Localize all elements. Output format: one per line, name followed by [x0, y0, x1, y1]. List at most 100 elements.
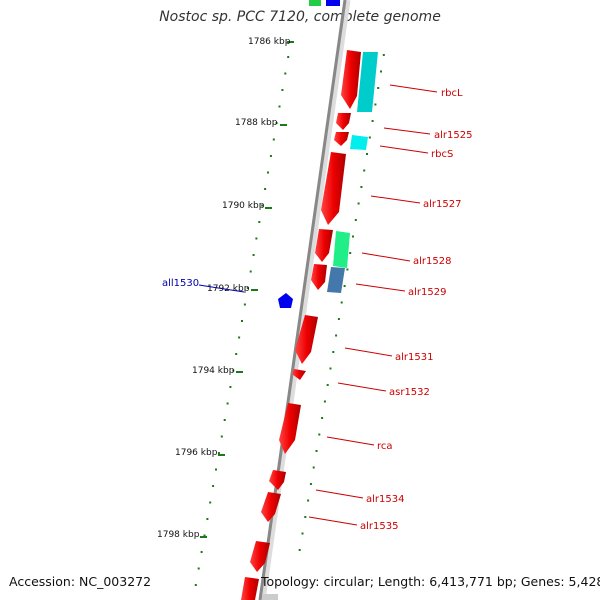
- gene-alr1527-arrow[interactable]: [321, 152, 346, 225]
- gene-label-asr1532[interactable]: asr1532: [389, 387, 430, 398]
- tick-dot: [382, 54, 385, 56]
- gene-rbcS-track[interactable]: [350, 135, 368, 150]
- label-leaders: [308, 84, 438, 526]
- tick-dot: [318, 433, 321, 436]
- tick-dot: [368, 136, 371, 139]
- tick-dot: [337, 318, 340, 320]
- gene-label-alr1528[interactable]: alr1528: [413, 256, 451, 267]
- bottom-grey-feature: [262, 594, 278, 600]
- gene-label-alr1525[interactable]: alr1525: [434, 130, 472, 141]
- tick-dot: [269, 155, 272, 157]
- scale-mark: 1792 kbp: [207, 284, 258, 294]
- tick-dot: [241, 320, 243, 322]
- tick-dot: [243, 303, 246, 306]
- tick-dot: [278, 105, 281, 108]
- gene-alr1529-arrow[interactable]: [311, 264, 327, 290]
- tick-dot: [264, 188, 267, 190]
- tick-dot: [380, 70, 382, 73]
- tick-dot: [377, 87, 380, 89]
- gene-rca-arrow[interactable]: [279, 403, 301, 454]
- tick-dot: [200, 551, 203, 553]
- accession-text: Accession: NC_003272: [9, 574, 152, 589]
- tick-dot: [217, 452, 220, 454]
- gene-label-alr1529[interactable]: alr1529: [408, 287, 446, 298]
- outer-tick-track: [298, 54, 385, 551]
- gene-label-alr1534[interactable]: alr1534: [366, 494, 404, 505]
- tick-dot: [235, 353, 238, 355]
- tick-dot: [321, 417, 324, 419]
- gene-label-alr1531[interactable]: alr1531: [395, 352, 433, 363]
- tick-dot: [343, 285, 346, 287]
- tick-dot: [255, 237, 258, 240]
- scale-mark: 1788 kbp: [235, 118, 287, 128]
- tick-dot: [267, 171, 269, 174]
- tick-dot: [366, 153, 368, 155]
- scale-mark: 1790 kbp: [222, 201, 272, 211]
- scale-label-1792: 1792 kbp: [207, 284, 250, 294]
- gene-all1530-arrow[interactable]: [278, 293, 293, 308]
- tick-dot: [363, 169, 366, 172]
- tick-dot: [284, 72, 287, 75]
- scale-label-1786: 1786 kbp: [248, 37, 291, 47]
- tick-dot: [287, 56, 290, 58]
- tick-dot: [209, 501, 212, 504]
- tick-dot: [360, 186, 363, 188]
- tick-dot: [304, 516, 307, 518]
- tick-dot: [307, 499, 310, 502]
- tick-dot: [220, 435, 223, 438]
- gene-rbcL-track[interactable]: [357, 52, 378, 112]
- top-blue-feature[interactable]: [326, 0, 340, 6]
- tick-dot: [349, 252, 352, 254]
- top-green-feature[interactable]: [309, 0, 321, 6]
- scale-label-1796: 1796 kbp: [175, 448, 218, 458]
- tick-dot: [371, 120, 374, 122]
- scale-label-1794: 1794 kbp: [192, 366, 235, 376]
- tick-dot: [212, 485, 215, 487]
- gene-alr1535-arrow[interactable]: [250, 541, 270, 572]
- tick-dot: [352, 235, 354, 238]
- scale-mark: 1798 kbp: [157, 530, 207, 540]
- tick-dot: [281, 89, 284, 91]
- tick-dot: [323, 400, 326, 403]
- gene-alr1528-track[interactable]: [333, 231, 350, 268]
- tick-dot: [301, 532, 304, 535]
- gene-alr1525-arrow[interactable]: [336, 113, 351, 130]
- tick-dot: [332, 351, 335, 353]
- tick-dot: [346, 268, 349, 271]
- gene-alr1525-arrow-2[interactable]: [334, 132, 349, 146]
- scale-mark: 1796 kbp: [175, 448, 225, 458]
- gene-alr1528-arrow[interactable]: [315, 229, 333, 262]
- tick-dot: [329, 367, 332, 370]
- tick-dot: [197, 567, 200, 570]
- tick-dot: [252, 254, 255, 256]
- tick-dot: [206, 518, 209, 520]
- tick-dot: [246, 287, 249, 289]
- gene-rbcL-arrow[interactable]: [341, 50, 361, 109]
- gene-label-alr1535[interactable]: alr1535: [360, 521, 398, 532]
- tick-dot: [312, 466, 315, 469]
- gene-label-rbcS[interactable]: rbcS: [431, 149, 453, 160]
- gene-alr1529-track[interactable]: [327, 267, 345, 293]
- tick-dot: [272, 138, 275, 141]
- gene-alr1534-arrow-2[interactable]: [261, 492, 281, 522]
- gene-alr1534-arrow[interactable]: [269, 470, 286, 490]
- tick-dot: [374, 103, 377, 106]
- gene-bottom-arrow[interactable]: [241, 577, 259, 600]
- gene-label-rbcL[interactable]: rbcL: [441, 88, 463, 99]
- scale-label-1788: 1788 kbp: [235, 118, 278, 128]
- tick-dot: [309, 483, 312, 485]
- gene-label-alr1527[interactable]: alr1527: [423, 199, 461, 210]
- tick-dot: [229, 386, 232, 388]
- tick-dot: [232, 369, 235, 372]
- gene-asr1532-arrow[interactable]: [292, 369, 306, 380]
- tick-dot: [261, 204, 264, 207]
- tick-dot: [226, 402, 229, 405]
- gene-label-all1530[interactable]: all1530: [162, 278, 199, 289]
- tick-dot: [275, 122, 278, 124]
- tick-dot: [238, 336, 241, 339]
- tick-dot: [354, 219, 357, 221]
- scale-mark: 1794 kbp: [192, 366, 243, 376]
- gene-label-rca[interactable]: rca: [377, 441, 393, 452]
- gene-alr1531-arrow[interactable]: [295, 315, 318, 364]
